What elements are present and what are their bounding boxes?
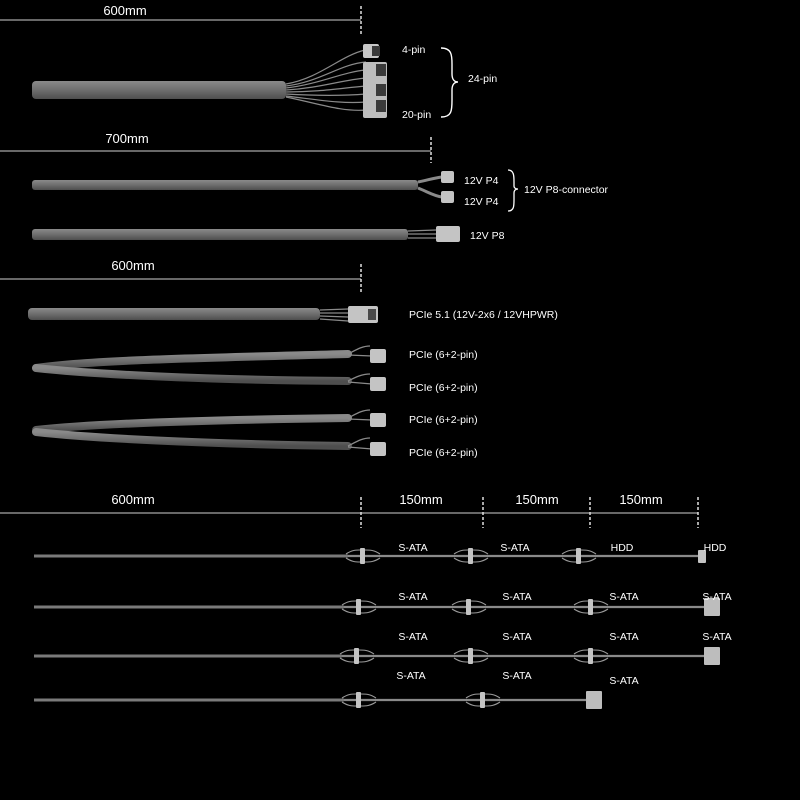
dimension-600mm-atx: 600mm	[0, 3, 362, 34]
cpu-p4p4-cable	[32, 171, 454, 203]
cpu-section: 700mm 12V P4 12V P4 12V P8-connector 12V…	[0, 131, 609, 242]
cpu-p8-label: 12V P8	[470, 230, 505, 242]
pcie51-label: PCIe 5.1 (12V-2x6 / 12VHPWR)	[409, 309, 558, 321]
atx-4pin-label: 4-pin	[402, 44, 426, 56]
sata-inline-connector	[561, 548, 597, 564]
cpu-p4-connector-b	[441, 191, 454, 203]
sata-inline-connector	[345, 548, 381, 564]
dimension-peripheral: 600mm 150mm 150mm 150mm	[0, 492, 699, 528]
pcie-connector-1	[370, 349, 386, 363]
sata-inline-connector	[341, 692, 377, 708]
sata-cable-row-4: S-ATA S-ATA S-ATA	[34, 670, 639, 709]
pcie-label-2: PCIe (6+2-pin)	[409, 382, 478, 394]
pcie-cable-pair-2	[32, 409, 386, 456]
atx-24pin-label: 24-pin	[468, 73, 497, 85]
pcie-label-3: PCIe (6+2-pin)	[409, 414, 478, 426]
sata-label: HDD	[704, 542, 727, 554]
sata-label: S-ATA	[396, 670, 425, 682]
sata-inline-connector	[341, 599, 377, 615]
pcie-connector-4	[370, 442, 386, 456]
dimension-600mm-pcie: 600mm	[0, 258, 362, 292]
peripheral-length-main: 600mm	[111, 492, 154, 507]
cpu-length-label: 700mm	[105, 131, 148, 146]
peripheral-seg-1: 150mm	[399, 492, 442, 507]
sata-cable-row-1: S-ATA S-ATA HDD HDD	[34, 542, 727, 564]
peripheral-seg-3: 150mm	[619, 492, 662, 507]
pcie-connector-2	[370, 377, 386, 391]
dimension-700mm-cpu: 700mm	[0, 131, 432, 163]
pcie-section: 600mm PCIe 5.1 (12V-2x6 / 12VHPWR) PCIe …	[0, 258, 558, 459]
sata-cable-row-2: S-ATA S-ATA S-ATA S-ATA	[34, 591, 732, 616]
pcie-length-label: 600mm	[111, 258, 154, 273]
sata-label: S-ATA	[398, 591, 427, 603]
sata-inline-connector	[453, 548, 489, 564]
atx-section: 600mm 4-pin 20-pin 24-pin	[0, 3, 497, 121]
cpu-p8-connector	[436, 226, 460, 242]
sata-inline-connector	[573, 648, 609, 664]
sata-end-connector	[704, 647, 720, 665]
sata-label: S-ATA	[502, 591, 531, 603]
sata-inline-connector	[453, 648, 489, 664]
atx-20pin-label: 20-pin	[402, 109, 431, 121]
cpu-p8-cable	[32, 226, 460, 242]
sata-label: S-ATA	[502, 631, 531, 643]
sata-label: S-ATA	[502, 670, 531, 682]
pcie-label-1: PCIe (6+2-pin)	[409, 349, 478, 361]
pcie51-cable	[28, 306, 378, 323]
sata-end-connector	[704, 598, 720, 616]
pcie-label-4: PCIe (6+2-pin)	[409, 447, 478, 459]
sata-cable-row-3: S-ATA S-ATA S-ATA S-ATA	[34, 631, 732, 665]
pcie-cable-pair-1	[32, 345, 386, 391]
atx-brace	[440, 47, 459, 118]
sata-inline-connector	[573, 599, 609, 615]
cpu-brace	[507, 169, 519, 212]
hdd-end-connector	[698, 550, 706, 563]
sata-label: S-ATA	[398, 631, 427, 643]
cpu-p4-label-a: 12V P4	[464, 175, 499, 187]
cpu-p4-connector-a	[441, 171, 454, 183]
cpu-p8-group-label: 12V P8-connector	[524, 184, 609, 196]
cpu-p4-label-b: 12V P4	[464, 196, 499, 208]
sata-label: S-ATA	[609, 631, 638, 643]
sata-label: S-ATA	[500, 542, 529, 554]
sata-label: S-ATA	[702, 591, 731, 603]
pcie-connector-3	[370, 413, 386, 427]
peripheral-seg-2: 150mm	[515, 492, 558, 507]
sata-label: S-ATA	[702, 631, 731, 643]
sata-label: S-ATA	[609, 591, 638, 603]
sata-inline-connector	[465, 692, 501, 708]
atx-24pin-cable	[32, 44, 387, 118]
sata-label: S-ATA	[609, 675, 638, 687]
peripheral-section: 600mm 150mm 150mm 150mm S-ATA S-ATA HDD HDD…	[0, 492, 732, 709]
sata-label: S-ATA	[398, 542, 427, 554]
sata-end-connector	[586, 691, 602, 709]
sata-inline-connector	[451, 599, 487, 615]
sata-inline-connector	[339, 648, 375, 664]
atx-length-label: 600mm	[103, 3, 146, 18]
sata-label: HDD	[611, 542, 634, 554]
